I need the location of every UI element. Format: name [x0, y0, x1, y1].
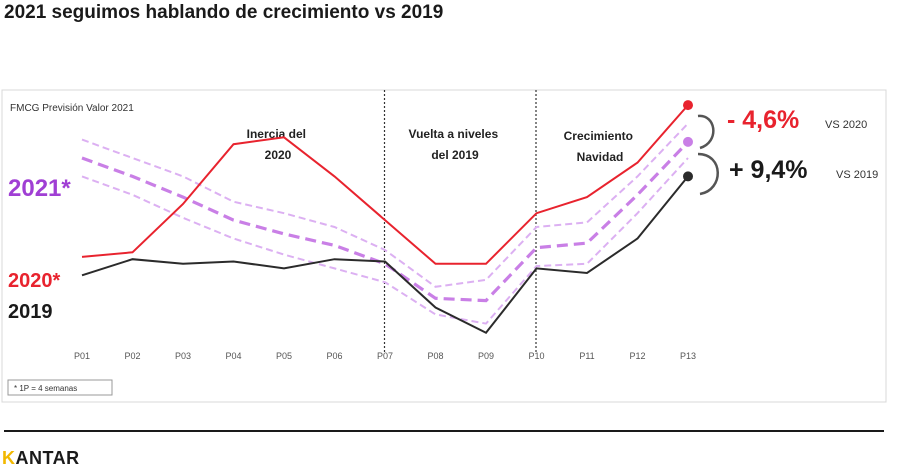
- series-endpoint-2020: [683, 100, 693, 111]
- chart-subtitle: FMCG Previsión Valor 2021: [10, 103, 134, 114]
- x-tick-label-p11: P11: [579, 351, 594, 361]
- x-tick-label-p13: P13: [680, 351, 696, 361]
- annotation-vs-2019-suffix: VS 2019: [836, 169, 878, 181]
- x-tick-label-p09: P09: [478, 351, 494, 361]
- series-line-2021: [81, 140, 690, 303]
- x-tick-label-p08: P08: [427, 351, 443, 361]
- section-label-inercia-line2: 2020: [265, 148, 292, 162]
- series-endpoint-2019: [683, 171, 693, 182]
- difference-brackets: [697, 114, 719, 196]
- chart-border: [1, 89, 887, 403]
- x-tick-label-p04: P04: [225, 351, 241, 361]
- annotation-vs-2019-value: + 9,4%: [729, 156, 808, 184]
- x-tick-label-p07: P07: [377, 351, 393, 361]
- section-label-vuelta-line2: del 2019: [431, 148, 479, 162]
- section-label-crecimiento-line1: Crecimiento: [564, 129, 633, 143]
- series-layer: [81, 100, 693, 335]
- x-tick-label-p05: P05: [276, 351, 292, 361]
- footnote-box: [7, 379, 113, 396]
- series-label-2019: 2019: [8, 301, 53, 323]
- section-label-inercia-line1: Inercia del: [247, 127, 306, 141]
- series-line-2021-lower: [81, 157, 689, 325]
- brand-logo: KANTAR: [2, 448, 80, 469]
- section-label-crecimiento: Crecimiento Navidad: [564, 129, 637, 164]
- bracket-vs-2019: [697, 152, 719, 196]
- section-label-vuelta: Vuelta a niveles del 2019: [409, 127, 502, 162]
- brand-logo-k: K: [2, 448, 16, 468]
- x-tick-label-p10: P10: [528, 351, 544, 361]
- section-label-vuelta-line1: Vuelta a niveles: [409, 127, 499, 141]
- annotation-vs-2020-suffix: VS 2020: [825, 119, 867, 131]
- series-label-2020: 2020*: [8, 270, 60, 292]
- annotation-vs-2020-value: - 4,6%: [727, 106, 799, 134]
- page-title: 2021 seguimos hablando de crecimiento vs…: [4, 2, 444, 23]
- x-axis-ticks: P01 P02 P03 P04 P05 P06 P07 P08 P09 P10 P11 P12 P13: [74, 351, 696, 361]
- series-labels: 2021* 2020* 2019: [8, 175, 71, 323]
- series-line-2021-upper: [81, 122, 689, 288]
- section-label-crecimiento-line2: Navidad: [577, 150, 624, 164]
- footnote: * 1P = 4 semanas: [14, 384, 77, 393]
- series-label-2021: 2021*: [8, 175, 71, 202]
- x-tick-label-p02: P02: [124, 351, 140, 361]
- series-line-2020: [81, 104, 689, 265]
- annotations: - 4,6% VS 2020 + 9,4% VS 2019: [727, 106, 878, 184]
- section-labels: Inercia del 2020 Vuelta a niveles del 20…: [247, 127, 637, 164]
- bracket-vs-2020: [697, 114, 715, 150]
- section-label-inercia: Inercia del 2020: [247, 127, 310, 162]
- x-tick-label-p06: P06: [326, 351, 342, 361]
- brand-logo-rest: ANTAR: [15, 448, 80, 468]
- series-line-2019: [81, 175, 689, 335]
- x-tick-label-p01: P01: [74, 351, 90, 361]
- x-tick-label-p12: P12: [629, 351, 645, 361]
- series-endpoint-2021: [683, 136, 693, 147]
- footer-rule: [4, 430, 884, 432]
- x-tick-label-p03: P03: [175, 351, 191, 361]
- line-chart: FMCG Previsión Valor 2021 Inercia del 20…: [1, 89, 887, 403]
